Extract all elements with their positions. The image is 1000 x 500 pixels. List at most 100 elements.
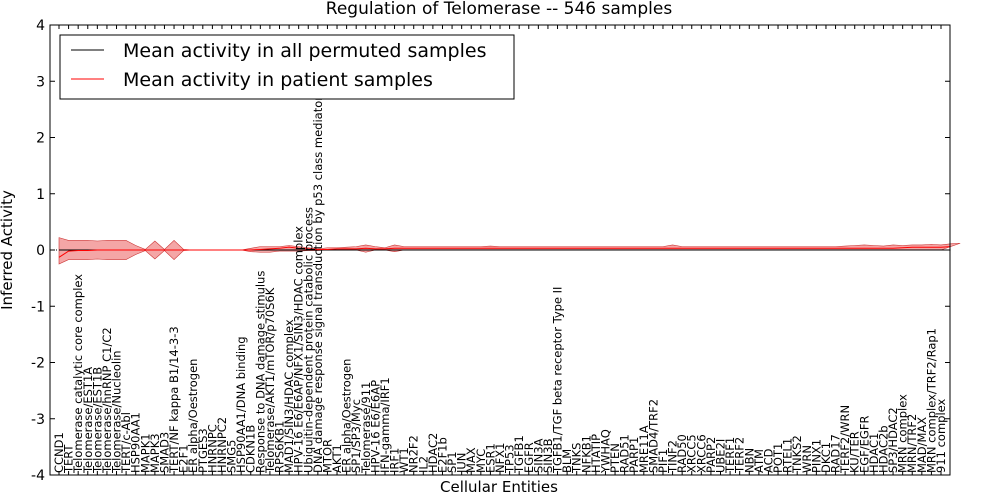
- x-tick-label: TERF2: [733, 437, 747, 474]
- y-tick-label: 2: [36, 131, 45, 147]
- x-tick-label: RAD17: [829, 434, 843, 473]
- x-tick-label: PTGES3: [196, 428, 210, 473]
- x-tick-label: ER alpha/Oestrogen: [340, 359, 354, 473]
- x-tick-label: XRCC6: [694, 434, 708, 473]
- x-tick-label: MAD/MAX: [915, 417, 929, 473]
- x-tick-label: HSP90AA1: [129, 412, 143, 473]
- x-tick-label: NFKB1: [579, 435, 593, 473]
- y-tick-label: -3: [31, 412, 45, 428]
- x-tick-label: TERT/c-Abl: [119, 412, 133, 474]
- x-tick-label: ACD: [761, 448, 775, 473]
- x-tick-label: MRN complex/TRF2/Rap1: [924, 328, 938, 473]
- x-tick-label: E2F1b: [435, 437, 449, 473]
- x-tick-label: MYC: [474, 449, 488, 473]
- x-tick-label: IRF1: [388, 448, 402, 473]
- y-tick-label: 3: [36, 74, 45, 90]
- x-tick-label: Telomerase catalytic core complex: [71, 274, 85, 474]
- x-tick-label: HSP90AA1/DNA binding: [234, 336, 248, 473]
- x-tick-label: SMAD4/TRF2: [646, 399, 660, 473]
- x-tick-label: TNKS2: [790, 435, 804, 474]
- x-tick-label: HTATIP: [589, 434, 603, 473]
- x-tick-label: TGFB1/TGF beta receptor Type II: [551, 287, 565, 474]
- x-tick-label: NBN: [742, 448, 756, 473]
- x-tick-label: RAD50: [675, 434, 689, 473]
- x-tick-label: WT1: [397, 447, 411, 473]
- x-tick-label: HPV-16 E6/E6AP: [368, 380, 382, 473]
- x-tick-label: SMAD3: [157, 432, 171, 473]
- y-tick-label: 0: [36, 243, 45, 259]
- x-tick-label: DKC1: [819, 442, 833, 473]
- x-tick-label: PARP2: [704, 437, 718, 473]
- x-tick-label: E2F1: [177, 444, 191, 473]
- x-tick-label: PINX1: [809, 439, 823, 473]
- x-tick-label: YWHAQ: [598, 429, 612, 474]
- x-tick-label: CDKN1B: [244, 425, 258, 473]
- x-tick-label: HDAC2b: [876, 425, 890, 473]
- x-tick-label: SP1: [445, 451, 459, 473]
- x-tick-label: TP53: [503, 444, 517, 474]
- activity-range-band: [58, 237, 961, 265]
- y-axis-label: Inferred Activity: [0, 190, 16, 310]
- x-tick-label: Ubiquitin-dependent protein catabolic pr…: [301, 207, 315, 473]
- x-tick-label: Telomerase/EST1A: [81, 367, 95, 474]
- x-tick-label: Telomerase/Nucleolin: [110, 350, 124, 474]
- x-tick-label: TGFB1: [512, 435, 526, 474]
- x-tick-label: PARP1: [627, 437, 641, 473]
- y-tick-label: -4: [31, 468, 45, 484]
- x-tick-label: TNKS: [570, 443, 584, 474]
- x-tick-label: TERF2/WRN: [838, 405, 852, 474]
- x-tick-label: JUN: [455, 453, 469, 474]
- y-tick-label: 4: [36, 18, 45, 34]
- x-tick-label: SIN3A: [531, 438, 545, 473]
- x-tick-label: AKT1: [330, 444, 344, 473]
- x-tick-label: DNA damage response signal transduction …: [311, 96, 325, 473]
- x-tick-label: TERT: [62, 444, 76, 474]
- y-tick-label: 1: [36, 187, 45, 203]
- x-tick-label: TERT/NF kappa B1/14-3-3: [167, 326, 181, 474]
- x-tick-label: HNRNPC: [205, 424, 219, 473]
- legend-label-patient: Mean activity in patient samples: [123, 69, 433, 91]
- legend-label-permuted: Mean activity in all permuted samples: [123, 40, 486, 62]
- x-tick-label: EGF/EGFR: [857, 416, 871, 473]
- chart-title: Regulation of Telomerase -- 546 samples: [326, 0, 673, 19]
- x-tick-label: MAPK3: [148, 433, 162, 473]
- x-tick-label: MTOR: [320, 439, 334, 473]
- x-tick-label: ATM: [752, 449, 766, 473]
- x-tick-label: Response to DNA damage stimulus: [253, 271, 267, 473]
- x-tick-label: HPV-16 E6/E6AP/NFX1/SIN3/HDAC complex: [292, 226, 306, 473]
- y-tick-label: -2: [31, 356, 45, 372]
- x-tick-label: PIF1: [656, 449, 670, 473]
- x-tick-label: XRCC5: [685, 434, 699, 473]
- x-tick-label: RAD51: [618, 434, 632, 473]
- x-tick-label: NFX1: [493, 443, 507, 473]
- x-tick-label: SIN3B: [541, 438, 555, 473]
- x-tick-label: Telomerase/hnRNP C1/C2: [100, 327, 114, 474]
- x-tick-label: ER alpha/Oestrogen: [186, 359, 200, 473]
- y-tick-label: -1: [31, 299, 45, 315]
- x-tick-label: SMG5: [225, 440, 239, 473]
- x-tick-label: EGFR: [522, 442, 536, 473]
- x-tick-label: 911 complex: [934, 398, 948, 473]
- x-tick-label: TERF1: [723, 437, 737, 474]
- y-tick-labels: -4 -3 -2 -1 0 1 2 3 4: [31, 18, 950, 484]
- series-line-patient: [58, 246, 951, 258]
- x-tick-label: POT1: [771, 443, 785, 473]
- x-tick-label: MRN complex: [896, 394, 910, 473]
- x-tick-label: BLM: [560, 449, 574, 473]
- x-tick-label: MAX: [464, 447, 478, 473]
- x-tick-label: SP3/HDAC2: [886, 407, 900, 473]
- x-tick-label: HDAC1: [867, 433, 881, 473]
- x-tick-label: IFN-gamma/IRF1: [378, 377, 392, 473]
- x-tick-label: WRN: [800, 445, 814, 473]
- x-tick-label: UBE2I: [714, 439, 728, 473]
- x-tick-label: TINF2: [666, 440, 680, 474]
- x-tick-label: NR2F2: [407, 435, 421, 473]
- x-tick-label: MRN/TRF2: [905, 414, 919, 473]
- x-tick-label: MAD1/SIN3/HDAC complex: [282, 319, 296, 473]
- x-tick-label: PTEN: [608, 443, 622, 473]
- x-tick-label: MRE11A: [637, 425, 651, 473]
- x-tick-label: MAPK1: [138, 433, 152, 473]
- x-tick-label: Telomerase/911: [359, 382, 373, 474]
- x-tick-label: ESR1: [483, 443, 497, 473]
